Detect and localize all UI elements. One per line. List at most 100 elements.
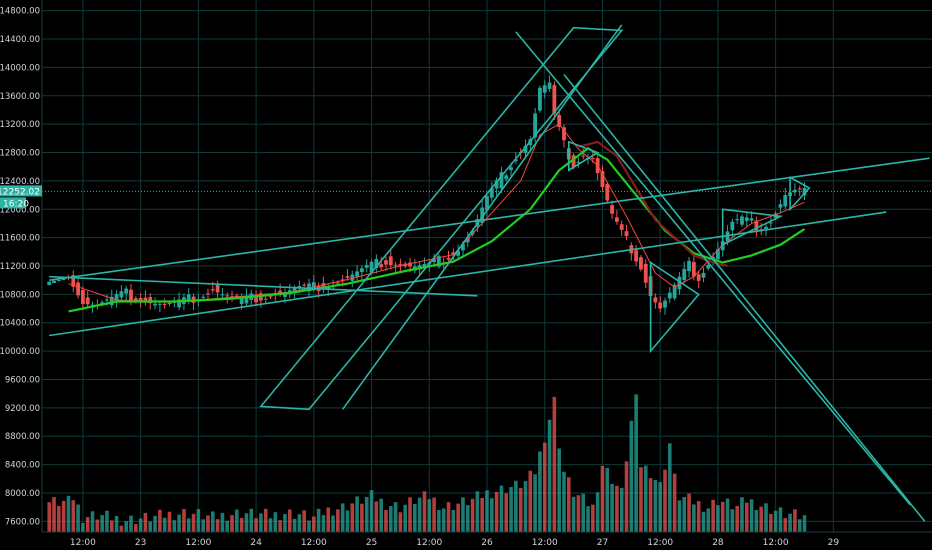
volume-bar — [259, 513, 263, 532]
x-tick-label: 26 — [481, 538, 493, 548]
volume-bar — [206, 515, 210, 532]
candle-body — [653, 297, 658, 303]
volume-bar — [581, 493, 586, 532]
trendline — [563, 73, 926, 522]
candle-body — [576, 161, 581, 163]
volume-bar — [475, 491, 480, 532]
volume-bars — [47, 394, 807, 532]
candle-body — [436, 256, 441, 267]
candle-countdown-label: 16:20 — [3, 199, 29, 209]
volume-bar — [244, 513, 249, 532]
current-price-badge: 12252.02 16:20 — [0, 185, 42, 209]
volume-bar — [210, 511, 215, 532]
candle-body — [119, 291, 124, 298]
candle-body — [263, 298, 268, 300]
volume-bar — [692, 504, 696, 532]
volume-bar — [749, 499, 754, 532]
candle-body — [538, 87, 542, 111]
volume-bar — [744, 502, 749, 532]
triangle-shape — [789, 175, 811, 212]
volume-bar — [518, 487, 523, 532]
candle-body — [523, 145, 528, 154]
volume-bar — [283, 514, 287, 532]
volume-bar — [109, 520, 114, 532]
y-tick-label: 9200.00 — [5, 404, 40, 414]
volume-bar — [186, 518, 191, 532]
volume-bar — [441, 508, 446, 532]
volume-bar — [417, 497, 422, 532]
volume-bar — [90, 511, 95, 532]
volume-bar — [682, 497, 687, 532]
candle-body — [547, 82, 552, 89]
candle-body — [311, 282, 316, 289]
volume-bar — [802, 515, 807, 532]
candle-body — [643, 264, 648, 283]
volume-bar — [552, 396, 557, 532]
volume-bar — [100, 515, 104, 532]
volume-bar — [61, 500, 66, 532]
volume-bar — [66, 495, 71, 532]
current-price-label: 12252.02 — [0, 187, 40, 197]
candle-body — [552, 85, 557, 114]
y-tick-label: 14400.00 — [0, 35, 40, 45]
candle-body — [610, 205, 614, 214]
volume-bar — [312, 516, 316, 532]
candle-body — [335, 282, 340, 284]
candle-body — [619, 224, 624, 230]
candle-body — [80, 290, 85, 305]
candle-body — [682, 268, 687, 281]
volume-bar — [196, 509, 201, 532]
candle-body — [384, 260, 388, 265]
volume-bar — [494, 491, 499, 532]
volume-bar — [331, 515, 335, 532]
volume-bar — [778, 507, 783, 532]
candle-body — [581, 155, 586, 157]
candle-body — [379, 264, 384, 268]
volume-bar — [432, 497, 436, 532]
drawing-tools[interactable] — [49, 24, 930, 522]
volume-bar — [167, 511, 172, 532]
wedge-shape — [649, 261, 700, 354]
candle-body — [557, 115, 562, 127]
volume-bar — [408, 497, 412, 532]
volume-bar — [788, 513, 792, 532]
volume-bar — [437, 510, 441, 532]
volume-bar — [374, 501, 379, 532]
volume-bar — [706, 508, 711, 532]
volume-bar — [562, 471, 566, 532]
volume-bar — [297, 514, 302, 532]
candle-body — [105, 299, 109, 301]
volume-bar — [350, 503, 355, 532]
candle-body — [485, 196, 489, 211]
candle-body — [220, 294, 225, 296]
volume-bar — [235, 509, 239, 532]
volume-bar — [730, 509, 735, 532]
candle-body — [605, 184, 610, 201]
candle-body — [56, 279, 61, 282]
volume-bar — [533, 474, 537, 532]
candle-body — [509, 167, 513, 171]
volume-bar — [172, 520, 177, 532]
candle-body — [470, 230, 475, 235]
candle-body — [398, 264, 403, 267]
triangle-shape — [567, 140, 600, 172]
volume-bar — [615, 485, 619, 532]
volume-bar — [316, 508, 321, 532]
candle-body — [52, 280, 56, 284]
volume-bar — [542, 442, 547, 532]
candle-body — [480, 207, 485, 223]
y-tick-label: 7600.00 — [5, 517, 40, 527]
volume-bar — [595, 492, 600, 532]
volume-bar — [114, 515, 119, 532]
candle-body — [677, 276, 682, 290]
x-tick-label: 28 — [712, 538, 724, 548]
volume-bar — [302, 510, 306, 532]
volume-bar — [480, 497, 484, 532]
volume-bar — [239, 517, 244, 532]
volume-bar — [701, 511, 706, 532]
volume-bar — [619, 487, 624, 532]
candle-body — [701, 272, 706, 278]
volume-bar — [57, 506, 61, 532]
